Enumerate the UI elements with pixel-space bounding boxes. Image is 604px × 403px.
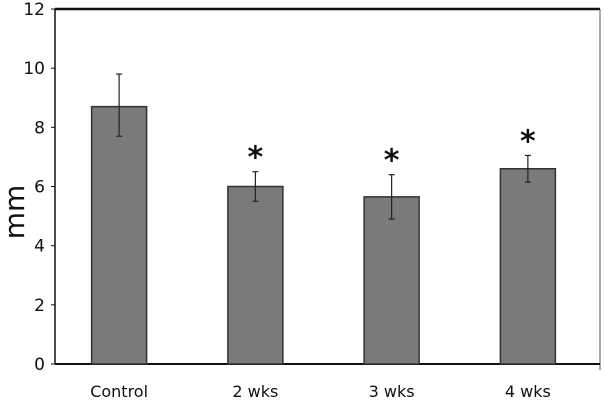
y-tick-label: 2: [34, 296, 45, 316]
error-bars: [116, 73, 531, 220]
x-tick-label: Control: [90, 382, 148, 401]
y-axis-label: mm: [0, 185, 31, 240]
y-tick-label: 12: [23, 0, 45, 20]
significance-star: *: [248, 141, 264, 176]
y-tick-label: 4: [34, 237, 45, 257]
bar: [90, 105, 148, 365]
bar: [499, 168, 557, 365]
x-tick-label: 2 wks: [232, 382, 278, 401]
y-tick-label: 8: [34, 118, 45, 138]
significance-star: *: [384, 144, 400, 179]
significance-star: *: [520, 124, 536, 159]
x-tick-label: 3 wks: [369, 382, 415, 401]
y-tick-label: 6: [34, 178, 45, 198]
y-tick-label: 10: [23, 59, 45, 79]
y-tick-label: 0: [34, 355, 45, 375]
y-axis-ticks: 0 2 4 6 8 10 12: [23, 0, 55, 375]
significance-markers: * * *: [248, 124, 537, 178]
x-axis-labels: Control 2 wks 3 wks 4 wks: [90, 382, 551, 401]
x-tick-label: 4 wks: [505, 382, 551, 401]
bars: [90, 105, 557, 365]
bar: [363, 196, 420, 365]
bar: [227, 185, 284, 365]
